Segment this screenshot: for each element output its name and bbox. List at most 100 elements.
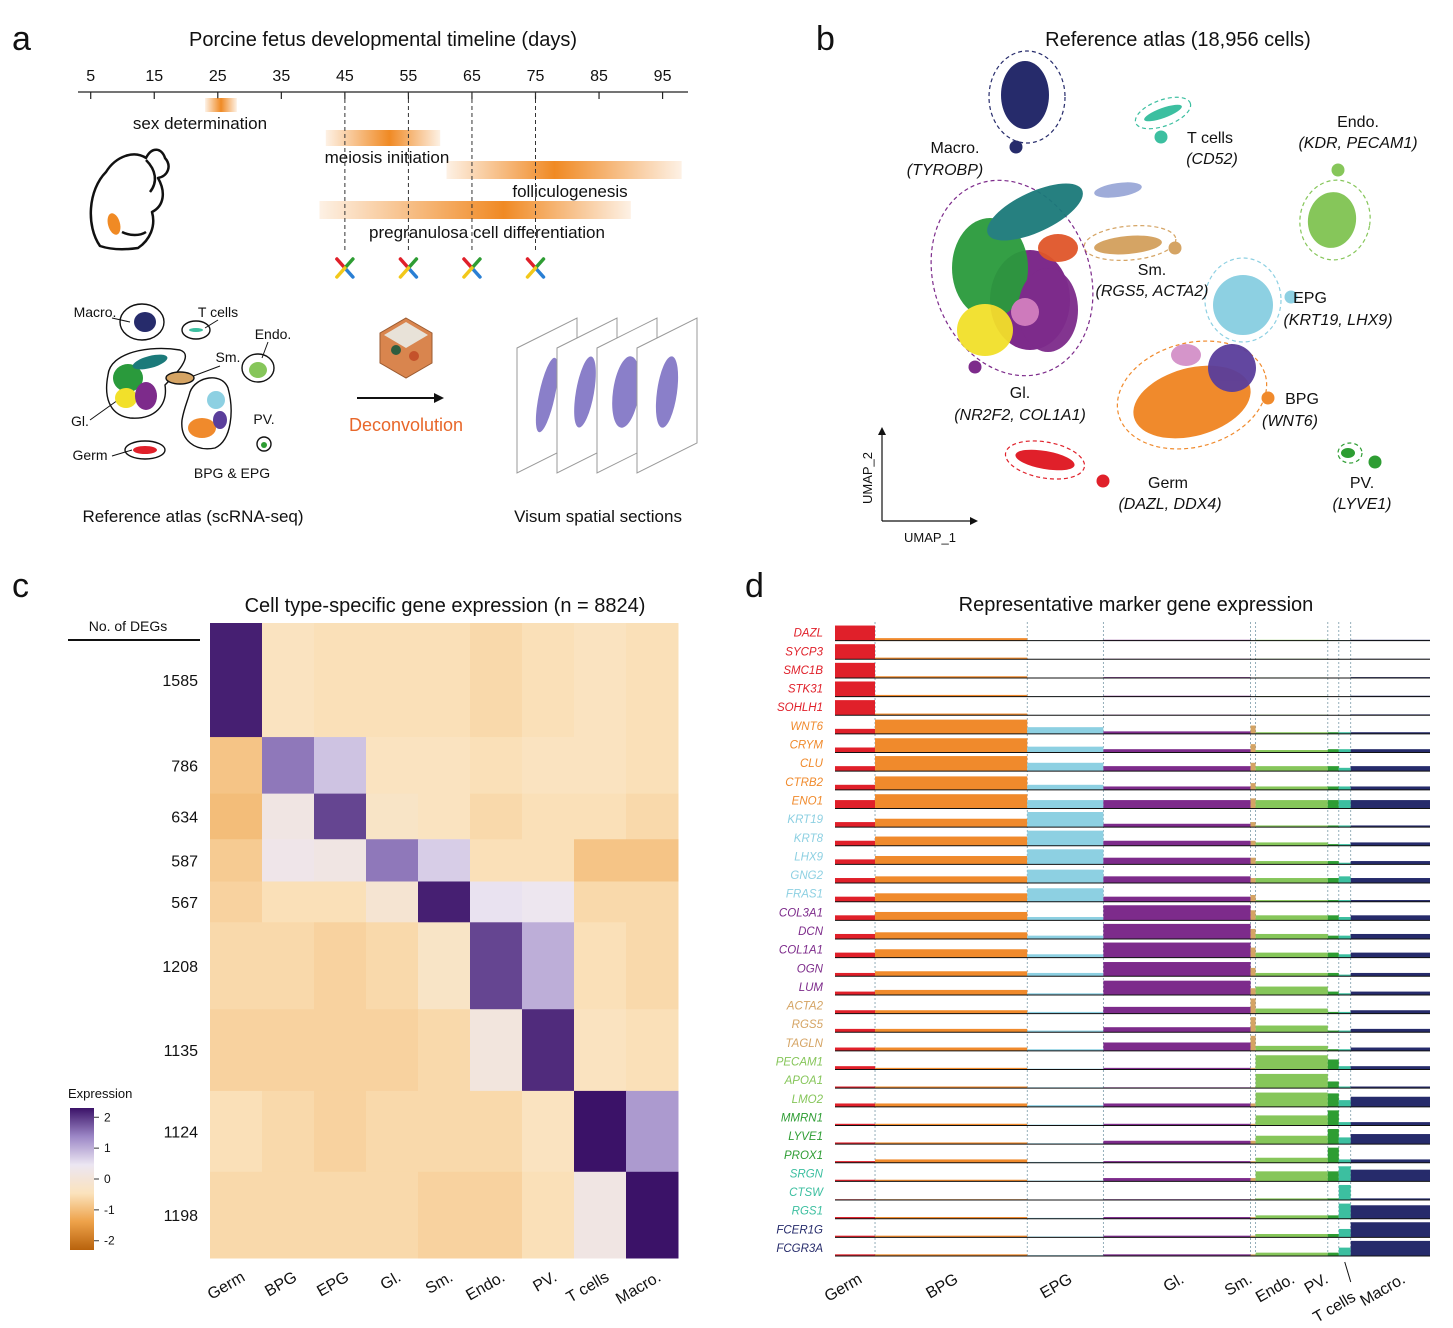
colorbar-tick-label: 2 — [104, 1110, 111, 1124]
leader-line — [1345, 1262, 1351, 1282]
heatmap-cell — [210, 839, 263, 882]
expression-bar — [1251, 1178, 1256, 1181]
deg-count: 634 — [171, 809, 198, 826]
x-tick-label: 25 — [209, 68, 227, 85]
event-bar — [447, 161, 682, 179]
expression-bar — [1251, 895, 1256, 902]
column-label: Sm. — [423, 1269, 456, 1298]
expression-bar — [1328, 1093, 1339, 1106]
heatmap-cell — [210, 794, 263, 840]
expression-bar — [1103, 749, 1250, 752]
heatmap-cell — [626, 1091, 679, 1172]
cluster-dot — [1169, 242, 1182, 255]
cluster-name: PV. — [1350, 475, 1374, 492]
sample-icon — [472, 268, 480, 277]
subcluster-blob — [1011, 298, 1039, 326]
atlas-blob — [188, 418, 216, 438]
expression-bar — [875, 1103, 1027, 1106]
heatmap-cell — [626, 1172, 679, 1259]
deg-count: 587 — [171, 853, 198, 870]
expression-bar — [1351, 766, 1430, 771]
expression-bar — [875, 949, 1027, 957]
expression-bar — [1339, 1185, 1351, 1200]
expression-bar — [1251, 1036, 1256, 1051]
expression-bar — [1328, 1148, 1339, 1163]
heatmap-cell — [314, 922, 367, 1009]
expression-bar — [1251, 1141, 1256, 1144]
deg-header: No. of DEGs — [89, 618, 168, 634]
cluster-name: BPG — [1285, 391, 1319, 408]
subcluster-blob — [1171, 344, 1201, 366]
atlas-label: Endo. — [255, 326, 292, 342]
expression-bar — [1256, 1055, 1328, 1069]
x-tick-label: 55 — [400, 68, 418, 85]
cluster-name: T cells — [1187, 130, 1233, 147]
subcluster-blob — [1038, 234, 1078, 262]
heatmap-cell — [470, 922, 523, 1009]
expression-bar — [875, 912, 1027, 920]
atlas-blob — [115, 388, 137, 408]
expression-bar — [1251, 929, 1256, 939]
expression-bar — [1339, 1137, 1351, 1144]
heatmap-cell — [314, 1172, 367, 1259]
expression-bar — [1103, 786, 1250, 789]
heatmap-cell — [314, 1091, 367, 1172]
gene-label: ENO1 — [792, 795, 823, 807]
expression-bar — [1339, 786, 1351, 789]
gene-label: FCGR3A — [776, 1243, 823, 1255]
expression-bar — [1103, 766, 1250, 771]
expression-bar — [1351, 1222, 1430, 1237]
cluster-label: Endo. — [1253, 1271, 1298, 1307]
cluster-label: Macro. — [1358, 1271, 1409, 1310]
heatmap-cell — [314, 1009, 367, 1091]
cluster-dot — [1097, 475, 1110, 488]
gene-label: OGN — [797, 963, 824, 975]
expression-bar — [1256, 1115, 1328, 1125]
heatmap-cell — [314, 881, 367, 922]
expression-bar — [1103, 897, 1250, 902]
cluster-label: PV. — [1302, 1271, 1332, 1298]
heatmap-cell — [470, 737, 523, 794]
expression-bar — [1256, 953, 1328, 958]
gene-label: MMRN1 — [781, 1112, 823, 1124]
heatmap-cell — [366, 794, 419, 840]
gene-label: FRAS1 — [786, 889, 823, 901]
column-label: T cells — [564, 1269, 612, 1307]
expression-bar — [1351, 1159, 1430, 1162]
expression-bar — [1027, 870, 1103, 883]
expression-bar — [1251, 841, 1256, 846]
heatmap-cell — [418, 1091, 471, 1172]
expression-bar — [1351, 1029, 1430, 1032]
heatmap-cell — [522, 623, 575, 738]
heatmap-cell — [262, 1009, 315, 1091]
gene-label: KRT19 — [787, 814, 823, 826]
x-tick-label: 85 — [590, 68, 608, 85]
heatmap-cell — [210, 1091, 263, 1172]
heatmap-cell — [366, 623, 419, 738]
cluster-name: Sm. — [1138, 262, 1166, 279]
atlas-blob — [249, 362, 267, 378]
sample-icon — [408, 259, 416, 268]
heatmap-title: Cell type-specific gene expression (n = … — [245, 595, 646, 617]
event-label: sex determination — [133, 114, 267, 133]
expression-bar — [1251, 763, 1256, 771]
expression-bar — [1256, 878, 1328, 883]
expression-bar — [1103, 905, 1250, 920]
expression-bar — [1351, 800, 1430, 808]
expression-bar — [1351, 1170, 1430, 1182]
gene-label: PECAM1 — [776, 1057, 823, 1069]
expression-bar — [875, 720, 1027, 734]
axis-label: UMAP_1 — [904, 530, 956, 545]
expression-bar — [1251, 910, 1256, 920]
expression-bar — [1256, 1074, 1328, 1088]
tracks-panel: Representative marker gene expression DA… — [776, 594, 1430, 1323]
expression-bar — [1351, 973, 1430, 976]
expression-bar — [835, 915, 875, 920]
gene-label: CLU — [800, 758, 824, 770]
expression-bar — [1256, 1093, 1328, 1107]
heatmap-cell — [418, 623, 471, 738]
column-label: Endo. — [463, 1269, 508, 1305]
colorbar-title: Expression — [68, 1086, 132, 1101]
expression-bar — [1256, 973, 1328, 976]
